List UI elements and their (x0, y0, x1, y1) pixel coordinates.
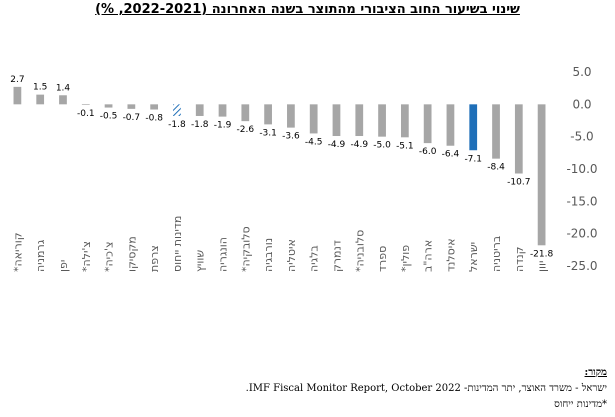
category-label: קוריאה* (11, 232, 24, 272)
data-labels-layer: 2.7 1.5 1.4 -0.1 -0.5 -0.7 -0.8 -1.8 -1.8 -1.9 -2.… (10, 75, 553, 259)
category-label: איטליה (285, 239, 298, 272)
source-label: מקור: (584, 367, 607, 378)
category-label: ספרד (376, 246, 389, 272)
y-tick-label: -10.0 (566, 162, 597, 176)
category-label: גרמניה (34, 239, 47, 272)
category-label: דנמרק (330, 240, 343, 272)
bar (59, 95, 67, 105)
y-tick-label: -20.0 (566, 227, 597, 241)
bar (537, 104, 546, 246)
y-tick-label: 0.0 (572, 97, 591, 111)
data-label: -4.9 (328, 140, 346, 150)
data-label: -4.5 (305, 137, 323, 147)
category-label: יפן (57, 260, 70, 272)
data-label: -5.1 (396, 141, 414, 151)
bar (264, 104, 272, 125)
category-label: ישראל (467, 242, 480, 272)
data-label: -21.8 (530, 249, 554, 259)
category-label: מדינות ייחוס (171, 216, 184, 272)
data-label: -7.1 (464, 154, 482, 164)
data-label: -1.8 (168, 120, 186, 130)
data-label: -0.7 (123, 113, 141, 123)
category-label: סלובניה* (353, 230, 366, 272)
category-label: איסלנד (444, 238, 457, 272)
bar (446, 104, 455, 146)
category-label: הונגריה (217, 237, 230, 272)
category-label: פולין* (399, 245, 412, 272)
bar (400, 104, 409, 138)
category-label: צרפת (148, 245, 161, 272)
y-axis: 5.0 0.0 -5.0 -10.0 -15.0 -20.0 -25.0 (566, 65, 597, 273)
bar (13, 86, 22, 105)
reference-countries-note: *מדינות ייחוס (554, 399, 607, 410)
category-label: צ'ילה* (80, 241, 93, 272)
data-label: -4.9 (350, 140, 368, 150)
data-label: -0.5 (100, 112, 118, 122)
source-line: ישראל - משרד האוצר, יתר המדינות- IMF Fis… (245, 383, 607, 394)
bar (332, 104, 341, 137)
category-label: נורבגיה (262, 238, 275, 272)
bar (36, 94, 45, 105)
bar (492, 104, 500, 159)
bar (173, 104, 181, 116)
data-label: -10.7 (507, 178, 530, 188)
data-label: -1.8 (191, 120, 209, 130)
data-label: -0.1 (77, 109, 95, 119)
category-label: בלגיה (308, 245, 321, 272)
bar (127, 104, 136, 109)
data-label: 2.7 (10, 75, 24, 85)
category-label: סלובקיה* (239, 226, 252, 272)
bar (241, 104, 250, 122)
category-axis: קוריאה* גרמניה יפן צ'ילה* צ'כיה* מקסיקו צרפת מד… (11, 216, 548, 272)
data-label: -3.1 (259, 128, 277, 138)
chart-title: שינוי בשיעור החוב הציבורי מהתוצר בשנה הא… (95, 2, 520, 17)
bar (309, 104, 318, 134)
bar (514, 104, 523, 174)
bar (195, 104, 204, 116)
bar (150, 104, 159, 110)
bar (218, 104, 227, 117)
category-label: יוון (536, 261, 549, 272)
data-label: -3.6 (282, 132, 300, 142)
data-label: -2.6 (237, 125, 255, 135)
data-label: -6.0 (419, 147, 437, 157)
bar (287, 104, 295, 128)
bar (469, 104, 478, 151)
category-label: בריטניה (490, 236, 503, 272)
y-tick-label: 5.0 (572, 65, 591, 79)
category-label: קנדה (513, 247, 526, 272)
y-tick-label: -5.0 (570, 130, 593, 144)
data-label: -1.9 (214, 121, 232, 131)
bar (355, 104, 364, 137)
data-label: 1.4 (56, 83, 71, 93)
data-label: -6.4 (442, 150, 460, 160)
bar (378, 104, 386, 137)
source-note: מקור: ישראל - משרד האוצר, יתר המדינות- I… (187, 365, 607, 413)
category-label: מקסיקו (125, 236, 138, 272)
bar (423, 104, 432, 144)
category-label: שוויץ (194, 250, 207, 272)
bar (104, 104, 113, 108)
data-label: 1.5 (33, 83, 47, 93)
data-label: -0.8 (145, 114, 163, 124)
bar (81, 104, 90, 105)
category-label: ארה"ב (422, 240, 435, 272)
data-label: -8.4 (487, 163, 505, 173)
y-tick-label: -25.0 (566, 259, 597, 273)
y-tick-label: -15.0 (566, 194, 597, 208)
bars-layer (13, 86, 546, 246)
data-label: -5.0 (373, 141, 391, 151)
category-label: צ'כיה* (103, 241, 116, 272)
